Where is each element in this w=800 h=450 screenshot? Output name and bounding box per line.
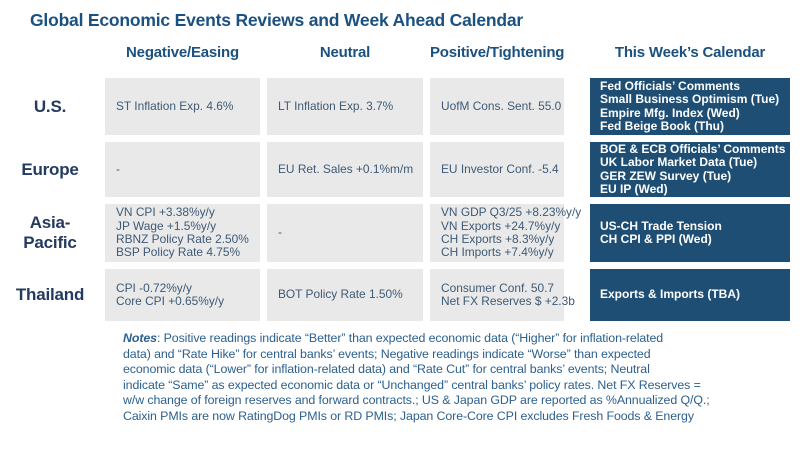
positive-tightening-cell: EU Investor Conf. -5.4 <box>430 142 564 197</box>
table-row: Europe - EU Ret. Sales +0.1%m/m EU Investor… <box>0 142 800 197</box>
region-label: U.S. <box>33 96 67 116</box>
calendar-cell: Exports & Imports (TBA) <box>590 269 790 321</box>
cell-line: Consumer Conf. 50.7 <box>441 280 555 295</box>
cell-line: Fed Officials’ Comments <box>600 78 741 93</box>
cell-line: Exports & Imports (TBA) <box>600 287 741 302</box>
cell-line: CH CPI & PPI (Wed) <box>600 232 712 246</box>
cell-line: BOE & ECB Officials’ Comments <box>600 141 786 156</box>
cell-line: ST Inflation Exp. 4.6% <box>116 98 234 113</box>
cell-line: CH Exports +8.3%y/y <box>441 232 555 246</box>
cell-line: Empire Mfg. Index (Wed) <box>600 105 740 120</box>
notes-label: Notes <box>123 331 157 345</box>
calendar-cell: US-CH Trade Tension CH CPI & PPI (Wed) <box>590 204 790 262</box>
table-row: U.S. ST Inflation Exp. 4.6% LT Inflation E… <box>0 78 800 135</box>
cell-line: EU IP (Wed) <box>600 181 668 196</box>
cell-line: GER ZEW Survey (Tue) <box>600 168 732 183</box>
cell-line: BSP Policy Rate 4.75% <box>116 245 241 260</box>
table-row: Thailand CPI -0.72%y/y Core CPI +0.65%y/y B… <box>0 269 800 321</box>
region-label: Asia-Pacific <box>23 213 77 252</box>
cell-line: - <box>278 225 282 240</box>
cell-line: UK Labor Market Data (Tue) <box>600 155 758 170</box>
cell-line: VN GDP Q3/25 +8.23%y/y <box>441 205 582 220</box>
cell-line: CPI -0.72%y/y <box>116 280 192 295</box>
neutral-cell: EU Ret. Sales +0.1%m/m <box>267 142 423 197</box>
neutral-cell: - <box>267 204 423 262</box>
positive-tightening-cell: Consumer Conf. 50.7 Net FX Reserves $ +2.… <box>430 269 575 321</box>
cell-line: EU Ret. Sales +0.1%m/m <box>278 161 414 176</box>
notes-line: indicate “Same” as expected economic dat… <box>123 377 701 392</box>
cell-line: JP Wage +1.5%y/y <box>116 218 217 233</box>
cell-line: VN CPI +3.38%y/y <box>116 205 215 220</box>
cell-line: Small Business Optimism (Tue) <box>600 92 780 107</box>
cell-line: Fed Beige Book (Thu) <box>600 118 724 133</box>
column-header-this-weeks-calendar: This Week’s Calendar <box>614 44 766 61</box>
cell-line: BOT Policy Rate 1.50% <box>278 287 403 302</box>
negative-easing-cell: VN CPI +3.38%y/y JP Wage +1.5%y/y RBNZ Pol… <box>105 204 260 262</box>
notes-line: Notes: Positive readings indicate “Bette… <box>123 331 664 345</box>
cell-line: US-CH Trade Tension <box>600 218 722 233</box>
neutral-cell: BOT Policy Rate 1.50% <box>267 269 423 321</box>
column-header-positive-tightening: Positive/Tightening <box>430 44 565 61</box>
cell-line: VN Exports +24.7%y/y <box>441 218 561 233</box>
calendar-cell: BOE & ECB Officials’ Comments UK Labor Ma… <box>590 142 790 197</box>
notes: Notes: Positive readings indicate “Bette… <box>123 331 800 425</box>
region-label: Europe <box>21 159 79 179</box>
cell-line: Core CPI +0.65%y/y <box>116 294 225 308</box>
positive-tightening-cell: VN GDP Q3/25 +8.23%y/y VN Exports +24.7%y… <box>430 204 582 262</box>
table-row: Asia-Pacific VN CPI +3.38%y/y JP Wage +1.5… <box>0 204 800 262</box>
region-label: Thailand <box>15 285 85 304</box>
calendar-cell: Fed Officials’ Comments Small Business Op… <box>590 78 790 135</box>
page-title: Global Economic Events Reviews and Week … <box>30 10 523 30</box>
neutral-cell: LT Inflation Exp. 3.7% <box>267 78 423 135</box>
column-header-neutral: Neutral <box>319 44 371 61</box>
notes-line: w/w change of foreign reserves and forwa… <box>123 393 710 408</box>
negative-easing-cell: CPI -0.72%y/y Core CPI +0.65%y/y <box>105 269 260 321</box>
cell-line: EU Investor Conf. -5.4 <box>441 161 559 176</box>
negative-easing-cell: ST Inflation Exp. 4.6% <box>105 78 260 135</box>
notes-line: economic data (“Lower” for inflation-rel… <box>123 362 650 377</box>
cell-line: RBNZ Policy Rate 2.50% <box>116 232 249 246</box>
cell-line: LT Inflation Exp. 3.7% <box>278 98 394 113</box>
column-header-negative-easing: Negative/Easing <box>126 44 239 61</box>
cell-line: - <box>116 161 120 176</box>
cell-line: Net FX Reserves $ +2.3b <box>441 294 575 308</box>
cell-line: CH Imports +7.4%y/y <box>441 245 554 260</box>
positive-tightening-cell: UofM Cons. Sent. 55.0 <box>430 78 564 135</box>
negative-easing-cell: - <box>105 142 260 197</box>
notes-line: data) and “Rate Hike” for central banks’… <box>123 346 651 361</box>
cell-line: UofM Cons. Sent. 55.0 <box>441 98 562 113</box>
notes-line: Caixin PMIs are now RatingDog PMIs or RD… <box>123 408 694 423</box>
